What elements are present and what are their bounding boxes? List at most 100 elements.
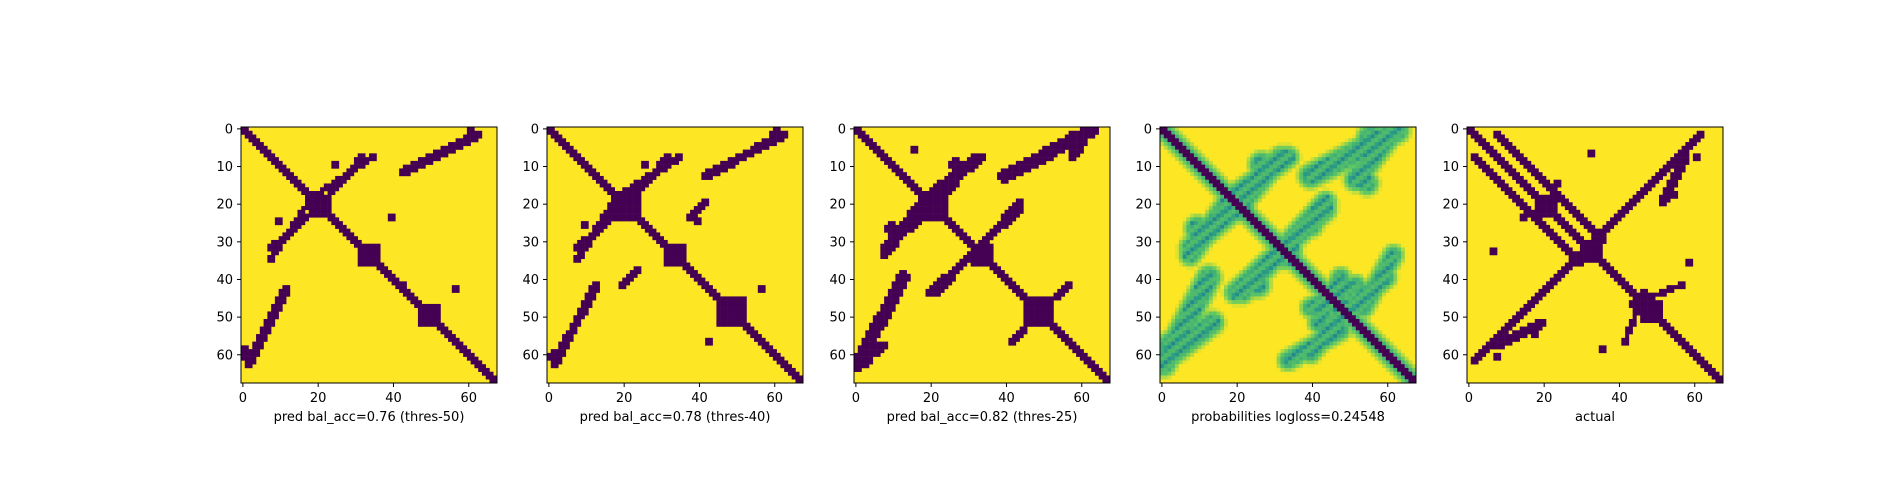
heatmap-cell (1197, 281, 1202, 286)
heatmap-cell (1303, 187, 1308, 192)
heatmap-cell (1254, 172, 1259, 177)
heatmap-cell (429, 157, 434, 162)
heatmap-cell (1257, 292, 1262, 297)
heatmap-cell (1314, 307, 1319, 312)
heatmap-cell (1628, 206, 1633, 211)
heatmap-cell (1306, 307, 1311, 312)
heatmap-cell (1325, 326, 1330, 331)
heatmap-cell (1640, 300, 1645, 305)
heatmap-cell (765, 349, 770, 354)
heatmap-cell (1053, 145, 1058, 150)
heatmap-cell (1083, 130, 1088, 135)
heatmap-cell (1193, 247, 1198, 252)
heatmap-cell (644, 183, 649, 188)
heatmap-cell (1303, 334, 1308, 339)
heatmap-cell (1220, 221, 1225, 226)
heatmap-cell (1023, 296, 1028, 301)
heatmap-cell (1076, 345, 1081, 350)
heatmap-cell (1239, 172, 1244, 177)
heatmap-cell (1359, 164, 1364, 169)
heatmap-cell (577, 255, 582, 260)
heatmap-cell (1015, 164, 1020, 169)
heatmap-cell (1186, 247, 1191, 252)
heatmap-cell (1336, 319, 1341, 324)
heatmap-cell (1613, 270, 1618, 275)
heatmap-cell (1083, 360, 1088, 365)
heatmap-cell (1310, 307, 1315, 312)
heatmap-cell (869, 138, 874, 143)
heatmap-cell (312, 198, 317, 203)
heatmap-cell (554, 360, 559, 365)
heatmap-cell (693, 277, 698, 282)
heatmap-cell (1314, 296, 1319, 301)
heatmap-cell (705, 341, 710, 346)
heatmap-cell (1284, 270, 1289, 275)
heatmap-cell (997, 270, 1002, 275)
heatmap-cell (1094, 371, 1099, 376)
x-tick-label: 60 (1073, 391, 1090, 406)
heatmap-cell (742, 157, 747, 162)
heatmap-cell (263, 326, 268, 331)
heatmap-cell (1363, 191, 1368, 196)
heatmap-cell (1186, 345, 1191, 350)
heatmap-cell (1374, 183, 1379, 188)
heatmap-cell (274, 243, 279, 248)
heatmap-cell (558, 341, 563, 346)
heatmap-cell (1512, 334, 1517, 339)
heatmap-cell (1542, 183, 1547, 188)
heatmap-cell (1061, 288, 1066, 293)
heatmap-cell (1355, 337, 1360, 342)
heatmap-cell (637, 213, 642, 218)
heatmap-cell (1359, 191, 1364, 196)
heatmap-cell (1318, 172, 1323, 177)
heatmap-cell (727, 311, 732, 316)
heatmap-cell (1190, 319, 1195, 324)
heatmap-cell (1291, 345, 1296, 350)
heatmap-cell (918, 194, 923, 199)
heatmap-cell (244, 127, 249, 132)
heatmap-cell (1276, 236, 1281, 241)
heatmap-cell (940, 183, 945, 188)
heatmap-cell (470, 138, 475, 143)
heatmap-cell (963, 172, 968, 177)
heatmap-cell (1167, 142, 1172, 147)
heatmap-cell (659, 168, 664, 173)
heatmap-cell (1598, 262, 1603, 267)
heatmap-cell (1205, 172, 1210, 177)
heatmap-cell (1318, 213, 1323, 218)
heatmap-cell (1272, 228, 1277, 233)
heatmap-cell (1318, 341, 1323, 346)
heatmap-cell (716, 307, 721, 312)
heatmap-cell (955, 183, 960, 188)
heatmap-cell (1242, 202, 1247, 207)
heatmap-cell (278, 307, 283, 312)
heatmap-cell (772, 349, 777, 354)
x-tick-label: 0 (239, 391, 247, 406)
heatmap-cell (1076, 142, 1081, 147)
heatmap-cell (603, 221, 608, 226)
heatmap-cell (1186, 311, 1191, 316)
heatmap-cell (1182, 138, 1187, 143)
heatmap-cell (1190, 232, 1195, 237)
heatmap-cell (1178, 134, 1183, 139)
heatmap-cell (1515, 198, 1520, 203)
heatmap-cell (278, 300, 283, 305)
heatmap-cell (1355, 315, 1360, 320)
heatmap-cell (1030, 153, 1035, 158)
heatmap-cell (1340, 168, 1345, 173)
heatmap-cell (1321, 202, 1326, 207)
heatmap-cell (1318, 224, 1323, 229)
heatmap-cell (1193, 149, 1198, 154)
heatmap-cell (1389, 247, 1394, 252)
heatmap-cell (869, 352, 874, 357)
heatmap-cell (1246, 292, 1251, 297)
heatmap-cell (974, 243, 979, 248)
y-tick-label: 40 (829, 273, 846, 288)
heatmap-cell (1303, 172, 1308, 177)
heatmap-cell (1643, 288, 1648, 293)
heatmap-cell (1367, 292, 1372, 297)
heatmap-cell (1257, 157, 1262, 162)
heatmap-cell (1314, 224, 1319, 229)
heatmap-cell (241, 349, 246, 354)
